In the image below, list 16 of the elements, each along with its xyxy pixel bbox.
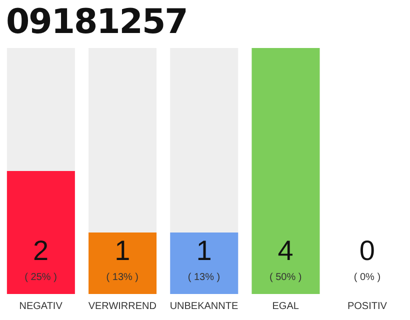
annotation: ( 13% ) <box>106 272 139 283</box>
data-label: 0 <box>359 235 375 266</box>
data-label: 1 <box>196 235 212 266</box>
x-tick-label: EGAL <box>272 301 300 312</box>
x-tick-label: UNBEKANNTE <box>170 301 238 312</box>
annotation: ( 25% ) <box>24 272 57 283</box>
x-tick-label: VERWIRREND <box>88 301 156 312</box>
chart-title: 09181257 <box>5 1 188 44</box>
data-label: 4 <box>278 235 294 266</box>
x-tick-label: POSITIV <box>347 301 388 312</box>
annotation: ( 13% ) <box>188 272 220 283</box>
data-label: 2 <box>33 235 49 266</box>
data-label: 1 <box>114 235 130 266</box>
annotation: ( 0% ) <box>354 272 381 283</box>
annotation: ( 50% ) <box>269 272 302 283</box>
x-tick-label: NEGATIV <box>19 301 63 312</box>
